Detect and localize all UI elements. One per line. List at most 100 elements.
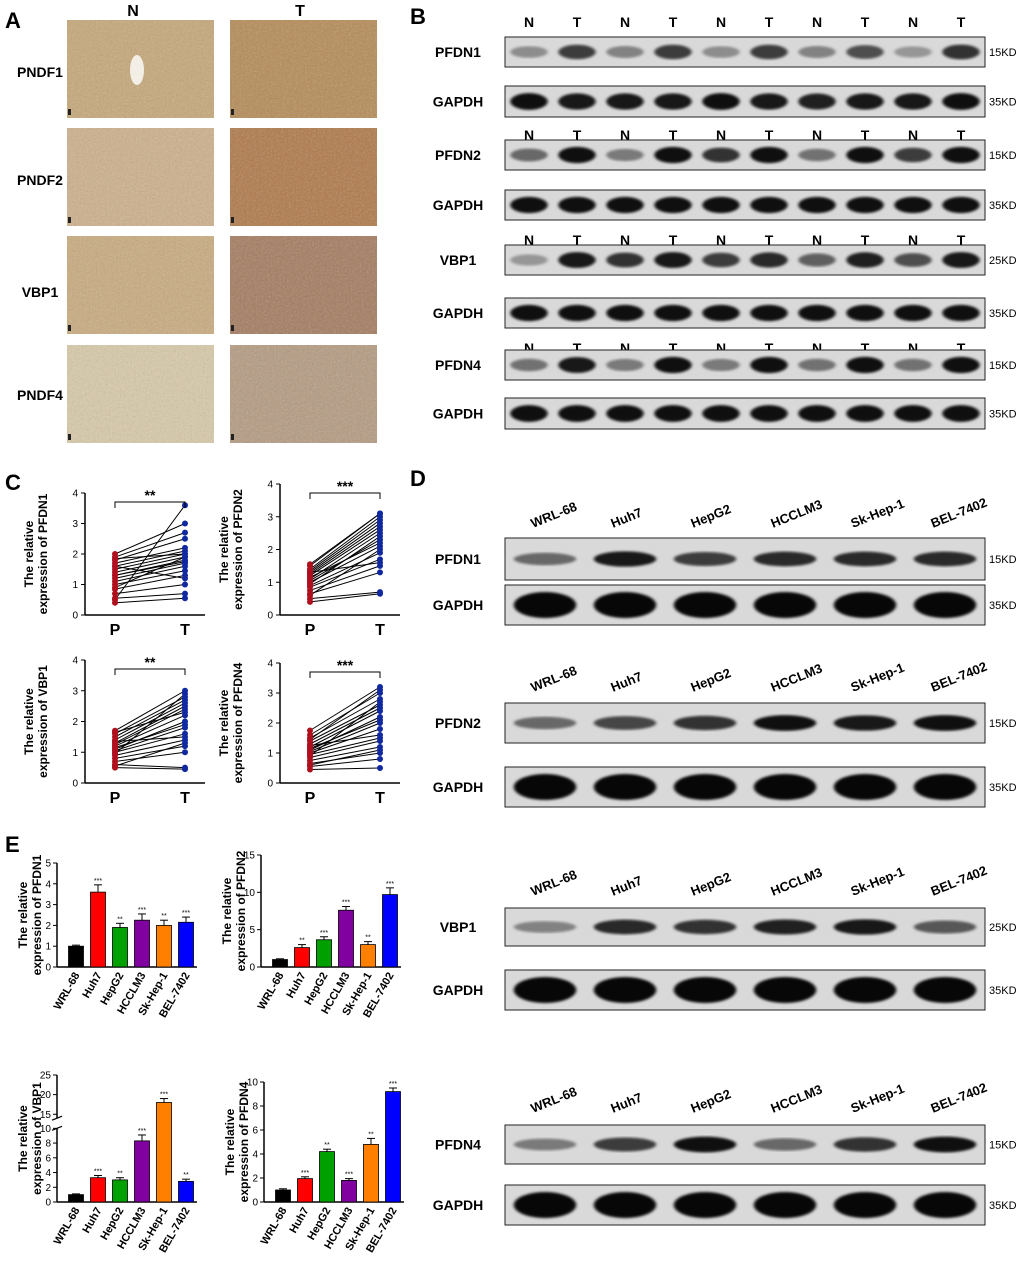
ihc-scale-bar-vbp1-t <box>231 325 234 331</box>
blot-band-pfdn2 <box>558 146 596 164</box>
y-tick-label: 25 <box>40 1071 52 1082</box>
y-axis-label: expression of PFDN1 <box>36 493 50 614</box>
blot-band-gapdh <box>798 93 836 110</box>
y-tick-label: 0 <box>72 779 78 790</box>
kd-label: 25KD <box>989 255 1017 267</box>
blot-band-pfdn2 <box>593 716 657 730</box>
blot-band-gapdh <box>846 304 884 322</box>
pair-line <box>114 523 186 555</box>
blot-band-gapdh-d <box>593 977 657 1003</box>
blot-band-gapdh-d <box>913 774 977 800</box>
kd-label: 35KD <box>989 409 1017 421</box>
lane-label-b: T <box>957 340 966 356</box>
x-category-label: P <box>305 622 316 639</box>
bar-significance: ** <box>368 1131 374 1138</box>
blot-band-pfdn4 <box>673 1136 737 1153</box>
y-tick-label: 1 <box>45 942 51 953</box>
bar-huh7 <box>90 891 106 968</box>
y-tick-label: 5 <box>45 859 51 870</box>
cell-line-label: BEL-7402 <box>929 1080 990 1116</box>
y-axis-label: expression of PFDN2 <box>234 850 248 971</box>
lane-label-b: T <box>765 232 774 248</box>
kd-label: 15KD <box>989 360 1017 372</box>
lane-label-b: N <box>524 232 534 248</box>
pair-line <box>114 696 186 735</box>
blot-band-gapdh <box>558 196 596 214</box>
cell-line-label: WRL-68 <box>529 1084 579 1116</box>
y-tick-label: 0 <box>45 963 51 974</box>
kd-label: 35KD <box>989 985 1017 997</box>
point-p <box>307 732 313 738</box>
y-axis-label: expression of VBP1 <box>36 665 50 778</box>
lane-label-b: N <box>716 340 726 356</box>
kd-label: 35KD <box>989 1200 1017 1212</box>
y-tick-label: 4 <box>72 656 78 667</box>
bar-wrl-68 <box>275 1189 291 1203</box>
point-p <box>112 729 118 736</box>
blot-band-gapdh-d <box>513 1192 577 1218</box>
blot-band-vbp1 <box>833 919 897 935</box>
point-t <box>182 709 188 716</box>
blot-band-vbp1 <box>942 252 980 268</box>
x-category-label: P <box>110 622 121 639</box>
blot-band-vbp1 <box>510 254 548 266</box>
y-tick-label: 0 <box>45 1198 51 1209</box>
blot-band-gapdh <box>510 304 548 322</box>
point-t <box>377 589 383 596</box>
pair-line <box>114 532 186 558</box>
point-t <box>182 595 188 602</box>
point-t <box>377 546 383 553</box>
cell-line-label: Sk-Hep-1 <box>849 660 907 695</box>
ihc-scale-bar-pndf1-t <box>231 109 234 115</box>
blot-band-pfdn2 <box>702 147 740 163</box>
x-category-label: T <box>375 622 385 639</box>
ihc-texture-pndf2-n <box>67 128 214 226</box>
blot-label-vbp1: VBP1 <box>440 919 477 935</box>
blot-label-gapdh: GAPDH <box>433 982 484 998</box>
pair-line <box>114 699 186 738</box>
ihc-scale-bar-pndf4-t <box>231 434 234 440</box>
point-p <box>307 736 313 743</box>
x-category-label: WRL-68 <box>52 971 83 1012</box>
blot-band-pfdn4 <box>913 1136 977 1153</box>
y-axis-label: The relative <box>16 1105 30 1172</box>
pair-line <box>309 758 381 767</box>
y-axis-label: The relative <box>16 881 30 948</box>
bar-hepg2 <box>316 939 332 968</box>
kd-label: 35KD <box>989 308 1017 320</box>
pair-line <box>114 690 186 732</box>
blot-frame-vbp1 <box>504 907 986 947</box>
cell-line-label: HepG2 <box>689 1086 733 1116</box>
point-p <box>112 555 118 562</box>
lane-label-b: T <box>861 127 870 143</box>
bar-significance: *** <box>345 1172 353 1179</box>
bar-sk-hep-1 <box>156 1102 172 1203</box>
blot-band-pfdn1 <box>702 46 740 58</box>
ihc-scale-bar-vbp1-n <box>68 325 71 331</box>
point-p <box>307 569 313 576</box>
panel-label-e: E <box>5 832 20 857</box>
bar-significance: *** <box>342 900 350 907</box>
point-p <box>112 738 118 745</box>
blot-band-vbp1 <box>913 920 977 934</box>
bar-hcclm3 <box>341 1180 357 1203</box>
pair-line <box>309 516 381 570</box>
y-tick-label: 15 <box>40 1110 52 1121</box>
blot-band-vbp1 <box>750 252 788 268</box>
blot-label-vbp1: VBP1 <box>440 252 477 268</box>
y-tick-label: 1 <box>267 749 273 760</box>
pair-line <box>114 693 186 755</box>
blot-band-pfdn1 <box>894 46 932 58</box>
y-axis-label: expression of VBP1 <box>30 1082 44 1195</box>
pair-line <box>309 565 381 591</box>
ihc-scale-bar-pndf2-n <box>68 217 71 223</box>
y-axis-label: The relative <box>220 877 234 944</box>
blot-band-vbp1 <box>798 253 836 267</box>
bar-hepg2 <box>319 1151 335 1203</box>
y-tick-label: 1 <box>72 748 78 759</box>
ihc-texture-pndf4-n <box>67 345 214 443</box>
blot-band-pfdn1 <box>606 46 644 58</box>
blot-band-gapdh-d <box>833 1192 897 1218</box>
blot-band-pfdn2 <box>606 148 644 162</box>
significance-bracket <box>114 668 186 675</box>
